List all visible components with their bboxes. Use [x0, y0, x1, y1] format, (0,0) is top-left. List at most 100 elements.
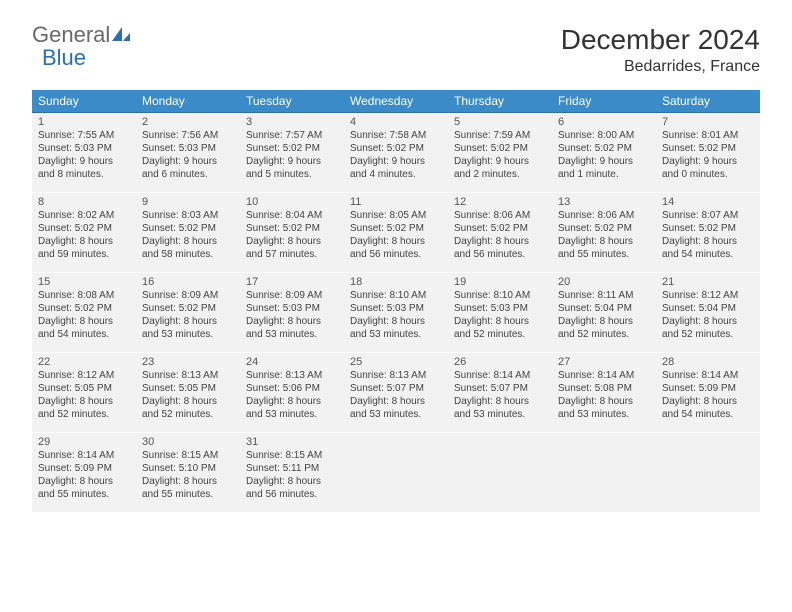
- calendar-day-cell: 24Sunrise: 8:13 AMSunset: 5:06 PMDayligh…: [240, 353, 344, 433]
- calendar-day-cell: 1Sunrise: 7:55 AMSunset: 5:03 PMDaylight…: [32, 113, 136, 193]
- sunrise-line: Sunrise: 8:02 AM: [38, 209, 130, 222]
- day-number: 3: [246, 116, 338, 128]
- day-number: 20: [558, 276, 650, 288]
- calendar-table: SundayMondayTuesdayWednesdayThursdayFrid…: [32, 90, 760, 513]
- day-number: 11: [350, 196, 442, 208]
- daylight-line: Daylight: 9 hours and 2 minutes.: [454, 155, 546, 181]
- sunset-line: Sunset: 5:04 PM: [558, 302, 650, 315]
- daylight-line: Daylight: 8 hours and 59 minutes.: [38, 235, 130, 261]
- weekday-header: Wednesday: [344, 90, 448, 113]
- daylight-line: Daylight: 8 hours and 52 minutes.: [558, 315, 650, 341]
- calendar-day-cell: 18Sunrise: 8:10 AMSunset: 5:03 PMDayligh…: [344, 273, 448, 353]
- weekday-header: Friday: [552, 90, 656, 113]
- calendar-day-cell: 10Sunrise: 8:04 AMSunset: 5:02 PMDayligh…: [240, 193, 344, 273]
- calendar-day-cell: 30Sunrise: 8:15 AMSunset: 5:10 PMDayligh…: [136, 433, 240, 513]
- day-number: 19: [454, 276, 546, 288]
- page-title: December 2024: [561, 24, 760, 56]
- sunrise-line: Sunrise: 8:15 AM: [142, 449, 234, 462]
- day-number: 14: [662, 196, 754, 208]
- sunset-line: Sunset: 5:10 PM: [142, 462, 234, 475]
- daylight-line: Daylight: 8 hours and 53 minutes.: [350, 315, 442, 341]
- calendar-day-cell: 22Sunrise: 8:12 AMSunset: 5:05 PMDayligh…: [32, 353, 136, 433]
- day-number: 2: [142, 116, 234, 128]
- day-number: 9: [142, 196, 234, 208]
- calendar-day-cell: 11Sunrise: 8:05 AMSunset: 5:02 PMDayligh…: [344, 193, 448, 273]
- sunset-line: Sunset: 5:02 PM: [558, 222, 650, 235]
- daylight-line: Daylight: 8 hours and 53 minutes.: [350, 395, 442, 421]
- sunset-line: Sunset: 5:02 PM: [142, 302, 234, 315]
- sunset-line: Sunset: 5:02 PM: [38, 222, 130, 235]
- sunset-line: Sunset: 5:02 PM: [454, 222, 546, 235]
- calendar-day-cell: 29Sunrise: 8:14 AMSunset: 5:09 PMDayligh…: [32, 433, 136, 513]
- day-number: 6: [558, 116, 650, 128]
- sunrise-line: Sunrise: 8:14 AM: [454, 369, 546, 382]
- sunrise-line: Sunrise: 8:10 AM: [454, 289, 546, 302]
- sunrise-line: Sunrise: 8:11 AM: [558, 289, 650, 302]
- calendar-day-cell: 6Sunrise: 8:00 AMSunset: 5:02 PMDaylight…: [552, 113, 656, 193]
- daylight-line: Daylight: 9 hours and 8 minutes.: [38, 155, 130, 181]
- daylight-line: Daylight: 8 hours and 56 minutes.: [454, 235, 546, 261]
- sunrise-line: Sunrise: 8:06 AM: [454, 209, 546, 222]
- day-number: 5: [454, 116, 546, 128]
- weekday-header: Saturday: [656, 90, 760, 113]
- sunset-line: Sunset: 5:05 PM: [142, 382, 234, 395]
- sunset-line: Sunset: 5:02 PM: [350, 222, 442, 235]
- calendar-day-cell: 8Sunrise: 8:02 AMSunset: 5:02 PMDaylight…: [32, 193, 136, 273]
- daylight-line: Daylight: 8 hours and 54 minutes.: [38, 315, 130, 341]
- sunrise-line: Sunrise: 8:14 AM: [558, 369, 650, 382]
- day-number: 23: [142, 356, 234, 368]
- calendar-day-cell: 23Sunrise: 8:13 AMSunset: 5:05 PMDayligh…: [136, 353, 240, 433]
- calendar-week-row: 15Sunrise: 8:08 AMSunset: 5:02 PMDayligh…: [32, 273, 760, 353]
- day-number: 29: [38, 436, 130, 448]
- calendar-week-row: 29Sunrise: 8:14 AMSunset: 5:09 PMDayligh…: [32, 433, 760, 513]
- day-number: 22: [38, 356, 130, 368]
- page-location: Bedarrides, France: [561, 58, 760, 76]
- calendar-day-cell: 13Sunrise: 8:06 AMSunset: 5:02 PMDayligh…: [552, 193, 656, 273]
- sunset-line: Sunset: 5:03 PM: [454, 302, 546, 315]
- sunset-line: Sunset: 5:03 PM: [350, 302, 442, 315]
- calendar-day-cell: 7Sunrise: 8:01 AMSunset: 5:02 PMDaylight…: [656, 113, 760, 193]
- sunset-line: Sunset: 5:06 PM: [246, 382, 338, 395]
- daylight-line: Daylight: 8 hours and 56 minutes.: [350, 235, 442, 261]
- day-number: 26: [454, 356, 546, 368]
- weekday-header: Tuesday: [240, 90, 344, 113]
- sunrise-line: Sunrise: 8:05 AM: [350, 209, 442, 222]
- sunset-line: Sunset: 5:07 PM: [454, 382, 546, 395]
- calendar-day-cell: 27Sunrise: 8:14 AMSunset: 5:08 PMDayligh…: [552, 353, 656, 433]
- calendar-day-cell: [552, 433, 656, 513]
- sunrise-line: Sunrise: 8:12 AM: [38, 369, 130, 382]
- sunset-line: Sunset: 5:08 PM: [558, 382, 650, 395]
- calendar-day-cell: 5Sunrise: 7:59 AMSunset: 5:02 PMDaylight…: [448, 113, 552, 193]
- sunrise-line: Sunrise: 8:09 AM: [142, 289, 234, 302]
- sunrise-line: Sunrise: 7:56 AM: [142, 129, 234, 142]
- calendar-day-cell: 26Sunrise: 8:14 AMSunset: 5:07 PMDayligh…: [448, 353, 552, 433]
- calendar-day-cell: [656, 433, 760, 513]
- calendar-day-cell: 2Sunrise: 7:56 AMSunset: 5:03 PMDaylight…: [136, 113, 240, 193]
- sunset-line: Sunset: 5:02 PM: [142, 222, 234, 235]
- daylight-line: Daylight: 8 hours and 54 minutes.: [662, 395, 754, 421]
- calendar-day-cell: 3Sunrise: 7:57 AMSunset: 5:02 PMDaylight…: [240, 113, 344, 193]
- weekday-header: Sunday: [32, 90, 136, 113]
- sunrise-line: Sunrise: 7:55 AM: [38, 129, 130, 142]
- calendar-day-cell: 17Sunrise: 8:09 AMSunset: 5:03 PMDayligh…: [240, 273, 344, 353]
- weekday-header-row: SundayMondayTuesdayWednesdayThursdayFrid…: [32, 90, 760, 113]
- sunset-line: Sunset: 5:03 PM: [142, 142, 234, 155]
- day-number: 16: [142, 276, 234, 288]
- daylight-line: Daylight: 9 hours and 6 minutes.: [142, 155, 234, 181]
- day-number: 31: [246, 436, 338, 448]
- daylight-line: Daylight: 9 hours and 4 minutes.: [350, 155, 442, 181]
- sunrise-line: Sunrise: 8:10 AM: [350, 289, 442, 302]
- sunrise-line: Sunrise: 8:08 AM: [38, 289, 130, 302]
- day-number: 12: [454, 196, 546, 208]
- calendar-day-cell: 16Sunrise: 8:09 AMSunset: 5:02 PMDayligh…: [136, 273, 240, 353]
- sunset-line: Sunset: 5:03 PM: [246, 302, 338, 315]
- sunrise-line: Sunrise: 8:03 AM: [142, 209, 234, 222]
- daylight-line: Daylight: 8 hours and 52 minutes.: [142, 395, 234, 421]
- calendar-day-cell: 28Sunrise: 8:14 AMSunset: 5:09 PMDayligh…: [656, 353, 760, 433]
- sunrise-line: Sunrise: 8:09 AM: [246, 289, 338, 302]
- calendar-day-cell: [344, 433, 448, 513]
- calendar-day-cell: 20Sunrise: 8:11 AMSunset: 5:04 PMDayligh…: [552, 273, 656, 353]
- sunset-line: Sunset: 5:05 PM: [38, 382, 130, 395]
- daylight-line: Daylight: 8 hours and 56 minutes.: [246, 475, 338, 501]
- calendar-day-cell: 12Sunrise: 8:06 AMSunset: 5:02 PMDayligh…: [448, 193, 552, 273]
